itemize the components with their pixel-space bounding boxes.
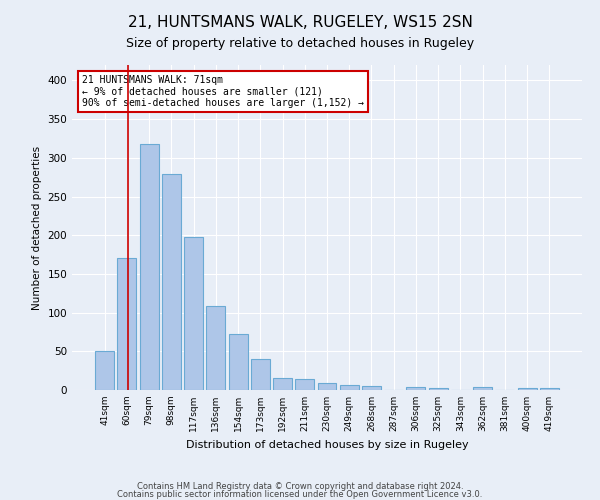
Bar [206,306,225,390]
Bar [140,144,158,390]
Text: Contains public sector information licensed under the Open Government Licence v3: Contains public sector information licen… [118,490,482,499]
Bar [429,388,448,390]
Bar [406,387,425,390]
Bar [162,174,181,390]
Text: Size of property relative to detached houses in Rugeley: Size of property relative to detached ho… [126,38,474,51]
Bar [518,388,536,390]
Bar [295,379,314,390]
X-axis label: Distribution of detached houses by size in Rugeley: Distribution of detached houses by size … [185,440,469,450]
Text: 21, HUNTSMANS WALK, RUGELEY, WS15 2SN: 21, HUNTSMANS WALK, RUGELEY, WS15 2SN [128,15,472,30]
Bar [229,334,248,390]
Text: Contains HM Land Registry data © Crown copyright and database right 2024.: Contains HM Land Registry data © Crown c… [137,482,463,491]
Text: 21 HUNTSMANS WALK: 71sqm
← 9% of detached houses are smaller (121)
90% of semi-d: 21 HUNTSMANS WALK: 71sqm ← 9% of detache… [82,74,364,108]
Bar [473,387,492,390]
Bar [317,383,337,390]
Bar [95,350,114,390]
Bar [118,258,136,390]
Bar [362,386,381,390]
Bar [273,378,292,390]
Bar [540,388,559,390]
Y-axis label: Number of detached properties: Number of detached properties [32,146,42,310]
Bar [340,386,359,390]
Bar [251,359,270,390]
Bar [184,237,203,390]
